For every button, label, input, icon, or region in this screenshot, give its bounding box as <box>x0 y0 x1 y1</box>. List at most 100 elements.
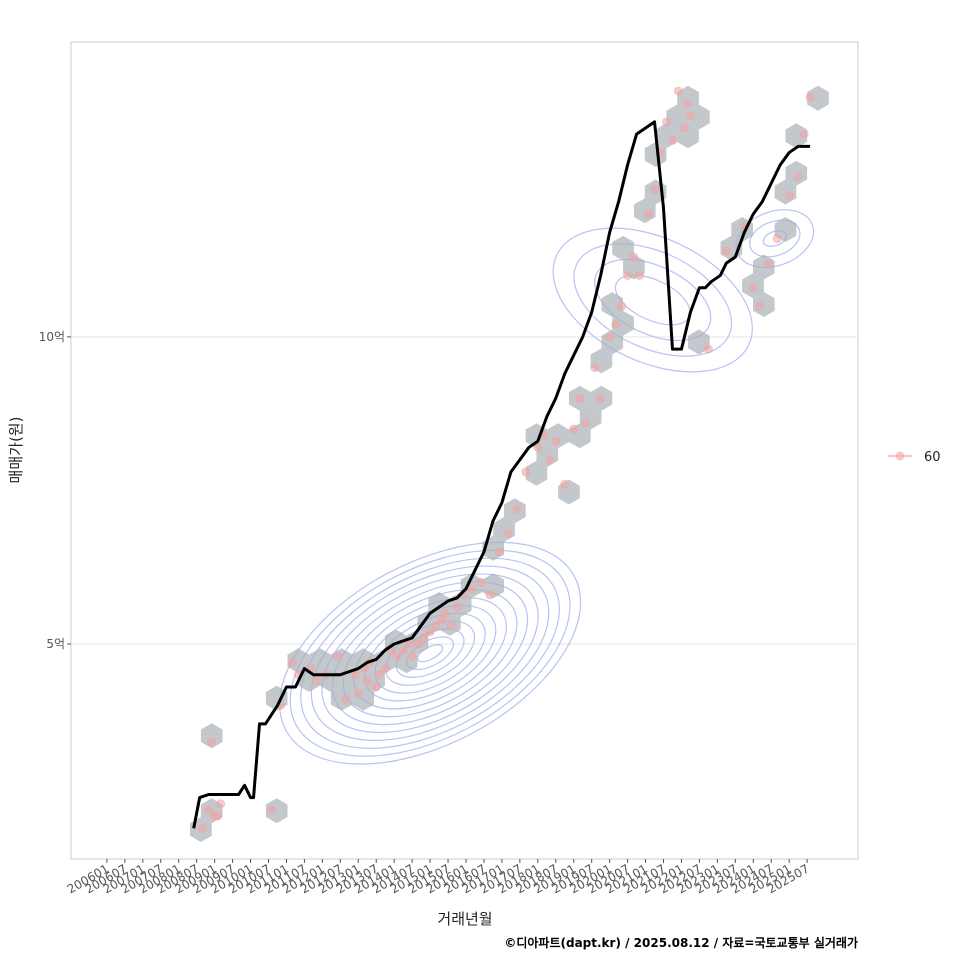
data-point <box>380 664 390 673</box>
data-point <box>644 209 653 219</box>
data-point <box>398 645 408 655</box>
data-point <box>560 479 570 489</box>
data-point <box>581 418 591 428</box>
data-point <box>419 633 429 643</box>
data-point <box>446 621 456 630</box>
hexbin-cell <box>352 648 375 674</box>
data-point <box>216 799 226 809</box>
legend-key-point <box>895 451 905 461</box>
data-point <box>533 443 543 452</box>
data-point <box>374 670 384 680</box>
data-point <box>551 436 561 446</box>
data-point <box>772 234 782 243</box>
data-point <box>494 547 504 557</box>
data-point <box>512 504 522 514</box>
data-points <box>198 86 815 833</box>
trend-line <box>192 120 811 829</box>
hexbin-cell <box>753 292 775 317</box>
hexbin-cell <box>330 685 353 711</box>
x-axis-ticks: 2006012006072007012007072008012008072009… <box>65 859 812 897</box>
data-point <box>413 639 423 649</box>
data-point <box>686 111 695 121</box>
density-contour <box>300 557 560 749</box>
density-contour <box>310 565 550 741</box>
plot-panel <box>70 41 859 860</box>
data-point <box>440 608 450 618</box>
data-point <box>341 694 351 704</box>
hexbin-cell <box>807 85 829 111</box>
legend: 60 <box>888 450 941 465</box>
data-point <box>805 92 815 102</box>
density-contour <box>552 227 753 373</box>
hexbin-cell <box>525 460 548 486</box>
data-point <box>569 424 579 434</box>
data-point <box>674 86 683 96</box>
data-point <box>662 117 671 127</box>
data-point <box>683 99 692 108</box>
y-tick-label: 5억 <box>46 637 65 651</box>
data-point <box>754 301 764 311</box>
data-point <box>623 271 632 280</box>
data-point <box>784 191 794 200</box>
caption: ©디아파트(dapt.kr) / 2025.08.12 / 자료=국토교통부 실… <box>504 935 858 950</box>
data-point <box>721 246 731 256</box>
data-point <box>650 185 659 194</box>
data-point <box>362 676 372 686</box>
y-axis-title: 매매가(원) <box>7 417 25 484</box>
data-point <box>799 129 809 139</box>
data-point <box>485 590 495 600</box>
data-point <box>763 258 773 268</box>
data-point <box>617 301 627 311</box>
data-point <box>392 651 402 661</box>
hexbin-cell <box>287 648 310 674</box>
hexbin-cell <box>666 104 689 130</box>
data-point <box>431 621 441 630</box>
data-point <box>267 805 276 815</box>
data-point <box>793 172 803 182</box>
data-point <box>590 363 600 372</box>
data-point <box>668 135 677 145</box>
data-point <box>629 252 638 262</box>
trend-line-path <box>192 120 811 829</box>
data-point <box>311 676 321 686</box>
hexbin-cell <box>601 292 624 317</box>
y-axis-ticks: 5억 10억 <box>39 330 71 651</box>
data-point <box>467 584 477 594</box>
density-contour <box>289 549 571 757</box>
density-contour <box>279 541 582 765</box>
data-point <box>288 658 297 667</box>
data-point <box>476 578 486 587</box>
data-point <box>521 467 531 477</box>
data-point <box>207 737 217 747</box>
hexbin-cell <box>200 723 223 749</box>
data-point <box>703 344 713 354</box>
data-point <box>353 688 363 698</box>
data-point <box>545 455 555 465</box>
data-point <box>371 682 381 692</box>
density-contour <box>321 573 539 734</box>
data-point <box>503 529 513 538</box>
data-point <box>611 320 621 329</box>
grid-lines <box>71 336 858 645</box>
data-point <box>213 811 223 821</box>
density-contour <box>573 243 733 357</box>
data-point <box>198 823 208 833</box>
data-point <box>596 393 606 403</box>
data-point <box>425 627 435 637</box>
hexbin-cell <box>688 104 710 130</box>
y-tick-label: 10억 <box>39 330 65 344</box>
data-point <box>748 283 758 293</box>
data-point <box>204 805 214 815</box>
data-point <box>407 651 417 661</box>
data-point <box>605 332 615 342</box>
data-point <box>332 651 342 661</box>
data-point <box>575 393 585 403</box>
data-point <box>680 123 689 133</box>
hexbin-cell <box>265 798 288 824</box>
legend-label: 60 <box>924 450 941 465</box>
density-contour <box>749 219 801 258</box>
hexbin-cell <box>309 648 331 674</box>
hexbin-cell <box>612 310 634 336</box>
data-point <box>635 271 644 280</box>
